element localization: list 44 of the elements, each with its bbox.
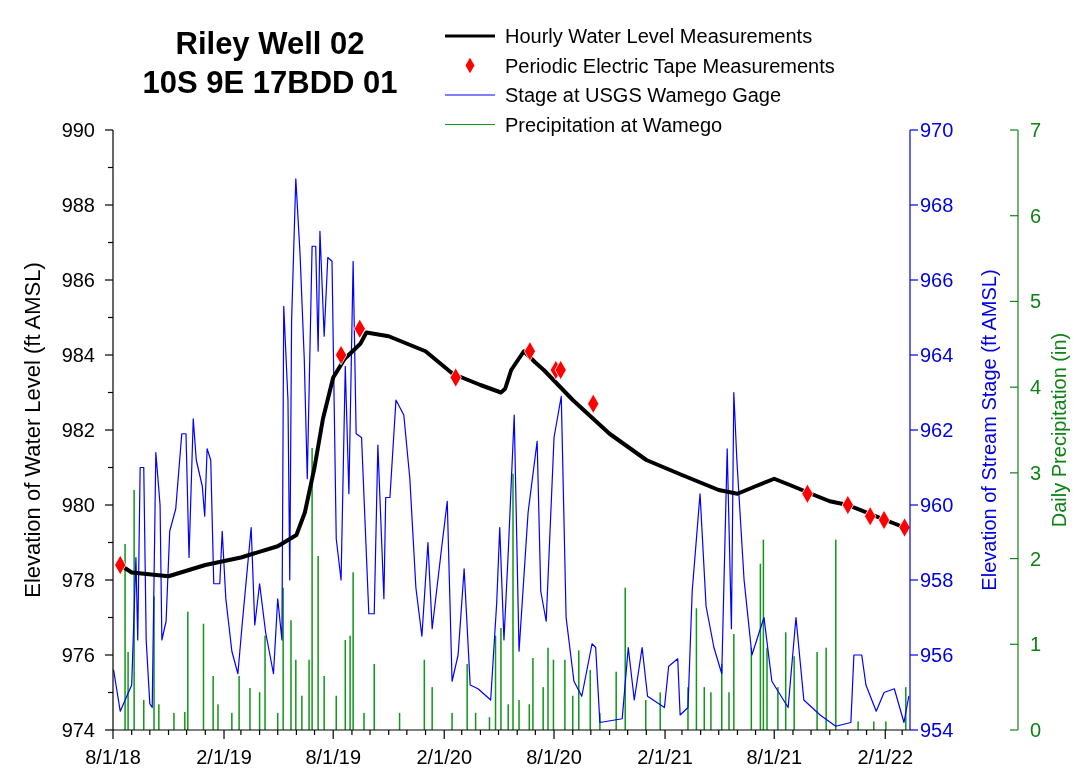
y2-tick-label: 960 <box>920 494 954 516</box>
y2-tick-label: 970 <box>920 119 954 141</box>
y2-tick-label: 968 <box>920 194 954 216</box>
y3-axis-title: Daily Precipitation (in) <box>1048 332 1070 528</box>
chart-subtitle: 10S 9E 17BDD 01 <box>142 65 398 100</box>
y3-tick-label: 3 <box>1030 461 1042 484</box>
y3-tick-label: 7 <box>1030 119 1042 141</box>
y-tick-label: 984 <box>61 344 95 366</box>
x-tick-label: 2/1/19 <box>196 746 252 768</box>
line-series <box>113 178 910 727</box>
x-tick-label: 2/1/20 <box>416 746 473 768</box>
y2-tick-label: 956 <box>920 644 954 666</box>
y3-tick-label: 4 <box>1030 376 1042 399</box>
y-tick-label: 976 <box>61 644 95 666</box>
y2-tick-label: 962 <box>920 419 954 441</box>
x-tick-label: 2/1/21 <box>637 746 693 768</box>
y-tick-label: 974 <box>61 719 95 741</box>
y2-tick-label: 958 <box>920 569 954 591</box>
y2-tick-label: 964 <box>920 344 954 366</box>
legend-label: Precipitation at Wamego <box>505 113 723 136</box>
y-tick-label: 980 <box>61 494 95 516</box>
x-tick-label: 8/1/18 <box>85 746 141 768</box>
y-tick-label: 986 <box>61 269 95 291</box>
y-tick-label: 988 <box>61 194 95 216</box>
y3-tick-label: 5 <box>1030 290 1042 313</box>
y-tick-label: 982 <box>61 419 95 441</box>
legend-label: Hourly Water Level Measurements <box>505 25 813 47</box>
x-tick-label: 2/1/22 <box>857 746 914 768</box>
y3-tick-label: 6 <box>1030 204 1042 227</box>
y-tick-label: 978 <box>61 569 95 591</box>
y-tick-label: 990 <box>61 119 95 141</box>
x-tick-label: 8/1/19 <box>305 746 362 768</box>
legend-label: Stage at USGS Wamego Gage <box>505 84 782 106</box>
x-tick-label: 8/1/20 <box>526 746 582 768</box>
chart-title: Riley Well 02 <box>175 26 365 61</box>
y2-tick-label: 954 <box>920 719 954 741</box>
y2-axis-title: Elevation of Stream Stage (ft AMSL) <box>978 269 1000 591</box>
y-axis-title: Elevation of Water Level (ft AMSL) <box>20 262 45 598</box>
y2-tick-label: 966 <box>920 269 954 291</box>
y3-tick-label: 2 <box>1030 547 1042 570</box>
x-tick-label: 8/1/21 <box>746 746 803 768</box>
y3-tick-label: 0 <box>1030 719 1042 741</box>
legend-label: Periodic Electric Tape Measurements <box>505 54 835 77</box>
y3-tick-label: 1 <box>1030 633 1042 656</box>
